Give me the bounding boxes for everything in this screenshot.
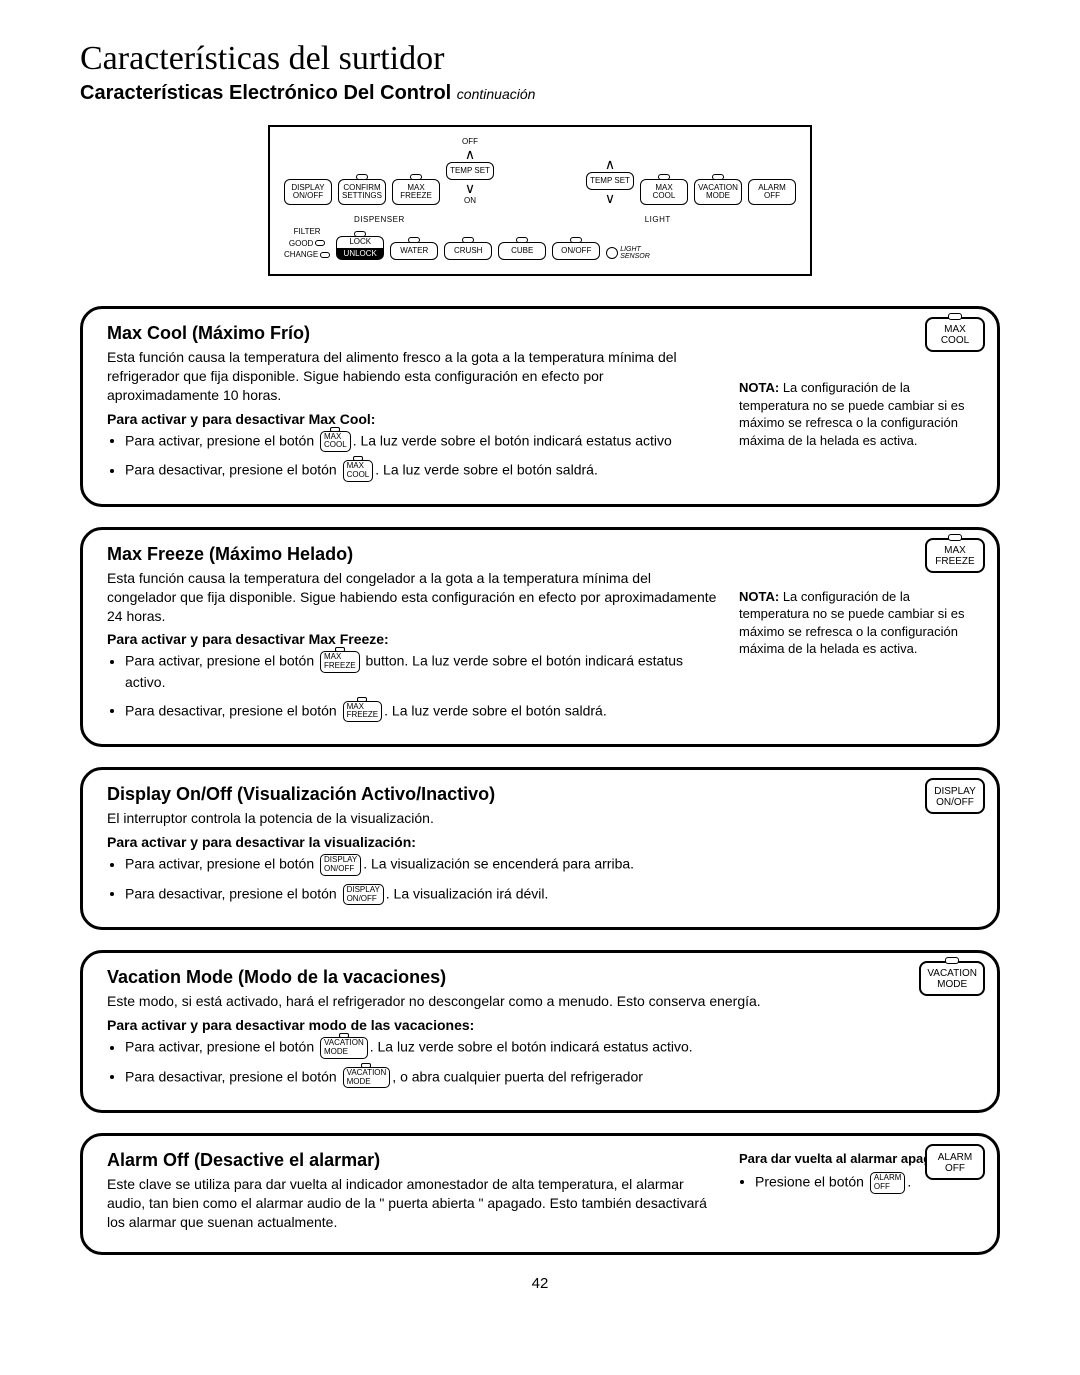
control-panel-diagram: DISPLAY ON/OFF CONFIRM SETTINGS MAX FREE… [80,125,1000,276]
panel-crush-btn: CRUSH [444,242,492,260]
alarm-title: Alarm Off (Desactive el alarmar) [107,1150,719,1171]
section-max-cool: MAX COOL Max Cool (Máximo Frío) Esta fun… [80,306,1000,507]
list-item: Para desactivar, presione el botón MAX F… [125,701,719,723]
display-howto: Para activar y para desactivar la visual… [107,834,979,850]
badge-display: DISPLAY ON/OFF [925,778,985,814]
section-max-freeze: MAX FREEZE Max Freeze (Máximo Helado) Es… [80,527,1000,747]
badge-alarm: ALARM OFF [925,1144,985,1180]
dispenser-label: DISPENSER [354,215,405,224]
list-item: Para activar, presione el botón DISPLAY … [125,854,979,876]
panel-confirm-btn: CONFIRM SETTINGS [338,179,386,206]
display-title: Display On/Off (Visualización Activo/Ina… [107,784,979,805]
badge-vacation: VACATION MODE [919,961,985,996]
list-item: Para desactivar, presione el botón DISPL… [125,884,979,906]
panel-vacation-btn: VACATION MODE [694,179,742,206]
panel-maxfreeze-btn: MAX FREEZE [392,179,440,206]
panel-tempset-right: TEMP SET [586,172,634,190]
list-item: Para activar, presione el botón MAX COOL… [125,431,719,453]
list-item: Para activar, presione el botón MAX FREE… [125,651,719,692]
max-cool-body: Esta función causa la temperatura del al… [107,348,719,405]
badge-max-cool: MAX COOL [925,317,985,352]
panel-alarm-btn: ALARM OFF [748,179,796,206]
light-label: LIGHT [645,215,671,224]
panel-cube-btn: CUBE [498,242,546,260]
max-freeze-body: Esta función causa la temperatura del co… [107,569,719,626]
section-display: DISPLAY ON/OFF Display On/Off (Visualiza… [80,767,1000,930]
max-cool-title: Max Cool (Máximo Frío) [107,323,719,344]
section-vacation: VACATION MODE Vacation Mode (Modo de la … [80,950,1000,1113]
lock-unlock-btn: LOCK UNLOCK [336,236,384,260]
list-item: Para activar, presione el botón VACATION… [125,1037,979,1059]
max-cool-howto: Para activar y para desactivar Max Cool: [107,411,719,427]
panel-light-onoff-btn: ON/OFF [552,242,600,260]
list-item: Para desactivar, presione el botón VACAT… [125,1067,979,1089]
page-number: 42 [80,1275,1000,1292]
light-sensor: LIGHT SENSOR [606,246,650,260]
vacation-title: Vacation Mode (Modo de la vacaciones) [107,967,979,988]
page-title: Características del surtidor [80,40,1000,78]
section-alarm: ALARM OFF Alarm Off (Desactive el alarma… [80,1133,1000,1255]
vacation-howto: Para activar y para desactivar modo de l… [107,1017,979,1033]
badge-max-freeze: MAX FREEZE [925,538,985,573]
max-freeze-howto: Para activar y para desactivar Max Freez… [107,631,719,647]
panel-tempset-left: TEMP SET [446,162,494,180]
display-body: El interruptor controla la potencia de l… [107,809,979,828]
alarm-body: Este clave se utiliza para dar vuelta al… [107,1175,719,1232]
list-item: Para desactivar, presione el botón MAX C… [125,460,719,482]
vacation-body: Este modo, si está activado, hará el ref… [107,992,979,1011]
panel-water-btn: WATER [390,242,438,260]
page-subtitle: Características Electrónico Del Control … [80,82,1000,105]
panel-display-btn: DISPLAY ON/OFF [284,179,332,206]
max-freeze-title: Max Freeze (Máximo Helado) [107,544,719,565]
filter-indicator: FILTER GOOD CHANGE [284,226,330,260]
panel-maxcool-btn: MAX COOL [640,179,688,206]
